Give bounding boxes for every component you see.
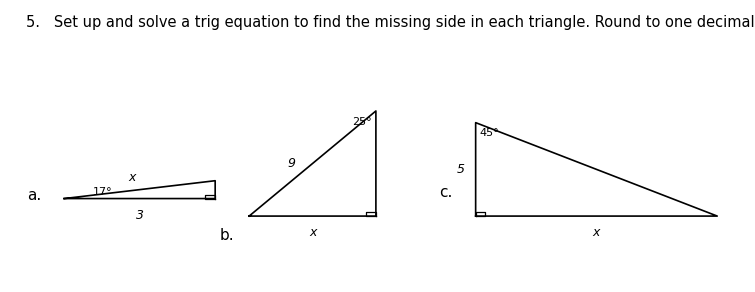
Text: c.: c. (439, 185, 453, 200)
Text: 17°: 17° (93, 187, 112, 197)
Text: 3: 3 (136, 209, 143, 222)
Text: x: x (593, 226, 600, 239)
Text: 5: 5 (456, 163, 464, 176)
Text: 9: 9 (288, 157, 296, 170)
Text: 25°: 25° (353, 117, 372, 127)
Text: x: x (128, 171, 136, 184)
Text: 5.   Set up and solve a trig equation to find the missing side in each triangle.: 5. Set up and solve a trig equation to f… (26, 15, 755, 29)
Text: a.: a. (27, 188, 42, 204)
Text: x: x (309, 226, 316, 239)
Text: b.: b. (220, 228, 234, 243)
Text: 45°: 45° (479, 128, 499, 138)
